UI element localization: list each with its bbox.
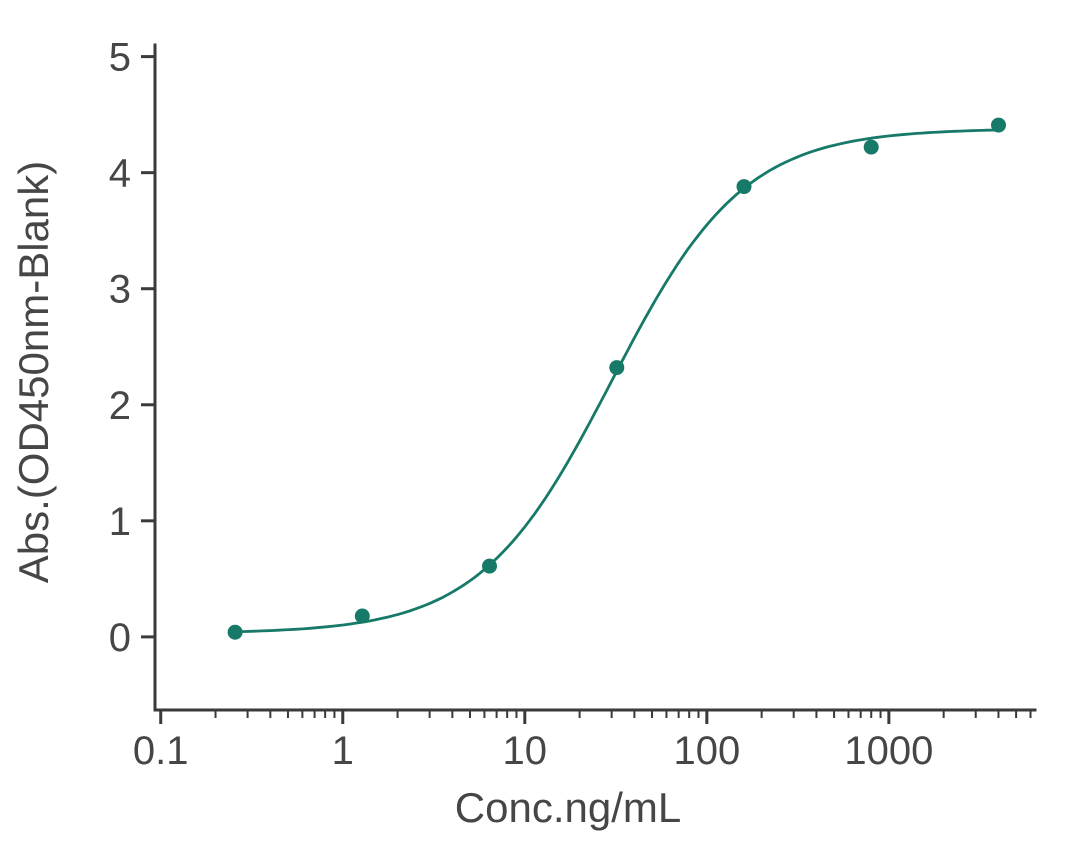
x-tick-label: 1	[332, 729, 354, 773]
data-point	[863, 139, 879, 155]
data-point	[609, 360, 625, 376]
data-point	[227, 624, 243, 640]
x-tick-label: 1000	[844, 729, 933, 773]
data-point	[354, 608, 370, 624]
x-tick-label: 0.1	[133, 729, 189, 773]
data-point	[482, 558, 497, 574]
y-tick-label: 4	[109, 152, 131, 196]
y-axis-title: Abs.(OD450nm-Blank)	[10, 161, 57, 583]
fit-curve	[233, 128, 1000, 634]
x-tick-label: 100	[673, 729, 740, 773]
x-tick-label: 10	[503, 729, 548, 773]
data-point	[991, 117, 1006, 133]
y-tick-label: 2	[109, 384, 131, 428]
x-axis-title: Conc.ng/mL	[455, 784, 681, 831]
y-tick-label: 1	[109, 500, 131, 544]
data-series-layer	[227, 117, 1006, 640]
y-tick-label: 0	[109, 616, 131, 660]
y-tick-label: 3	[109, 268, 131, 312]
y-tick-label: 5	[109, 36, 131, 80]
data-point	[736, 179, 752, 195]
axes-layer: 0 1 2 3 4 5 0.1 1 10 100 1000	[109, 36, 1037, 773]
